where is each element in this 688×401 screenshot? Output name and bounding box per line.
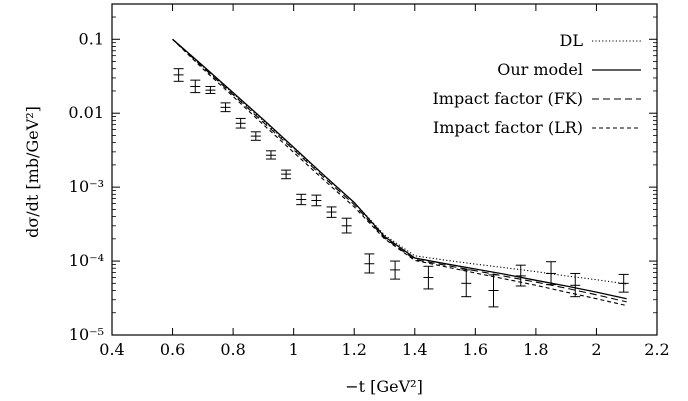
legend-entry: Impact factor (LR) [433, 118, 641, 137]
data-point [618, 273, 629, 293]
data-point [546, 261, 557, 286]
y-tick-label: 0.01 [68, 103, 104, 122]
series-lines [172, 38, 627, 307]
data-point [423, 265, 434, 290]
x-tick-label: 1.8 [523, 340, 548, 359]
x-tick-label: 1.6 [463, 340, 488, 359]
x-tick-label: 1.4 [402, 340, 427, 359]
legend-label: Impact factor (LR) [433, 118, 583, 137]
plot-frame [111, 3, 658, 336]
legend-entry: Our model [497, 60, 641, 79]
data-point [265, 150, 276, 160]
legend-entry: DL [560, 31, 641, 50]
x-tick-label: 2.2 [644, 340, 669, 359]
data-point [364, 253, 375, 274]
x-tick-label: 0.6 [160, 340, 185, 359]
data-point [326, 206, 337, 218]
data-point [220, 102, 231, 113]
x-tick-label: 1.2 [341, 340, 366, 359]
y-tick-label: 10⁻⁴ [69, 251, 104, 270]
legend-label: Impact factor (FK) [432, 89, 583, 108]
data-point [341, 217, 352, 234]
y-tick-label: 0.1 [79, 29, 104, 48]
data-point [296, 193, 307, 206]
legend-entry: Impact factor (FK) [432, 89, 641, 108]
axis-ticks: 0.4 0.6 0.8 1 1.2 1.4 1.6 1.8 2 2.2 0.1 0.01 10⁻³ 10⁻… [68, 4, 670, 359]
x-tick-label: 0.8 [220, 340, 245, 359]
data-point [190, 79, 201, 94]
legend-label: DL [560, 31, 584, 50]
data-point [311, 194, 322, 207]
data-point [235, 117, 246, 129]
data-point [570, 272, 581, 298]
data-point [515, 264, 526, 287]
y-axis-title: dσ/dt [mb/GeV²] [23, 106, 42, 238]
series-line-3 [172, 38, 627, 303]
y-tick-label: 10⁻³ [69, 177, 104, 196]
x-tick-label: 2 [591, 340, 601, 359]
data-point [250, 131, 261, 141]
data-point [281, 169, 292, 180]
series-line-4 [172, 38, 627, 307]
legend-label: Our model [497, 60, 583, 79]
data-point [488, 274, 499, 308]
data-point [205, 85, 216, 94]
legend: DL Our model Impact factor (FK) Impact fact… [432, 31, 641, 137]
y-tick-label: 10⁻⁵ [69, 325, 104, 344]
x-tick-label: 1 [289, 340, 299, 359]
data-point [461, 269, 472, 298]
x-axis-title: −t [GeV²] [345, 377, 423, 396]
data-point [173, 68, 184, 82]
data-points [173, 68, 629, 308]
data-point [390, 260, 401, 280]
x-tick-label: 0.4 [99, 340, 124, 359]
